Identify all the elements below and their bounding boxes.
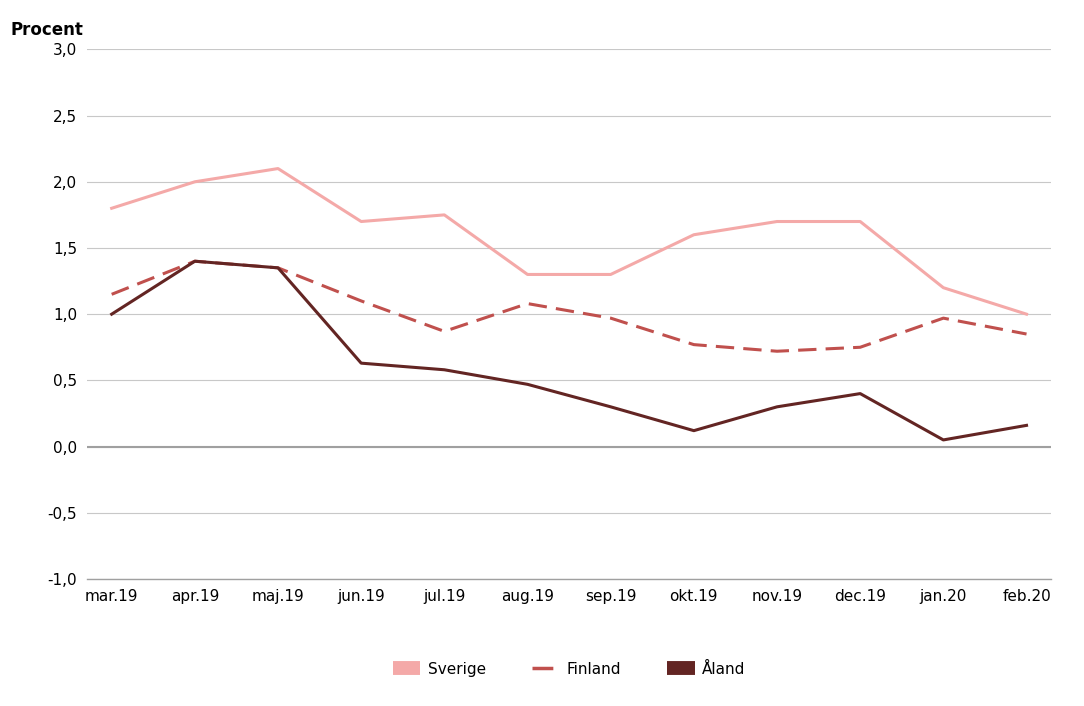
Text: Procent: Procent <box>11 21 83 39</box>
Legend: Sverige, Finland, Åland: Sverige, Finland, Åland <box>387 655 751 683</box>
